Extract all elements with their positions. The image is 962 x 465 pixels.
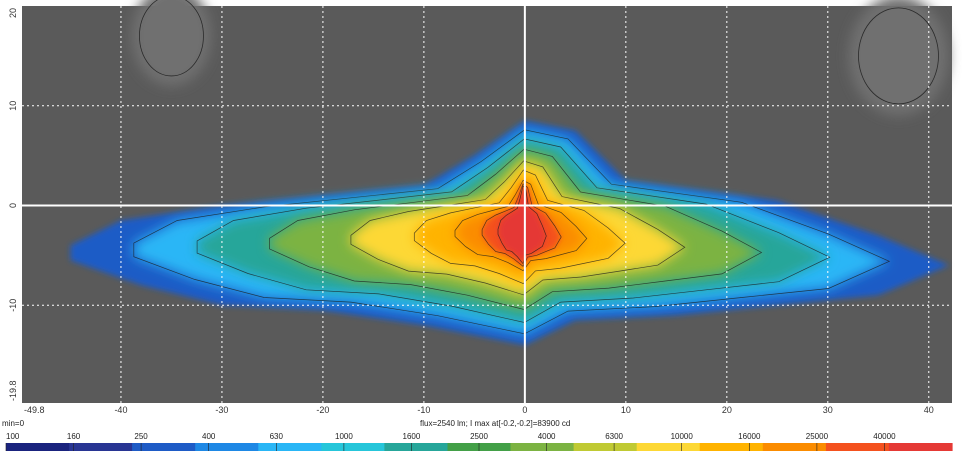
y-tick-label: -19.8 (8, 380, 18, 401)
x-tick-label: 30 (823, 405, 833, 415)
x-tick-label: 0 (522, 405, 527, 415)
color-scale: 100 160 250 400 630 1000 1600 2500 4000 6300 10000… (5, 432, 953, 451)
contour-line-7 (481, 183, 562, 267)
y-tick-label: 0 (8, 203, 18, 208)
color-scale-segment (321, 443, 385, 451)
y-tick-label: 10 (8, 101, 18, 111)
contour-line-2 (196, 138, 831, 323)
x-tick-label: -10 (417, 405, 430, 415)
color-scale-segment (888, 443, 953, 451)
contour-line-5 (413, 169, 626, 285)
corner-contour-1 (858, 7, 939, 105)
x-tick-label: -40 (114, 405, 127, 415)
contour-line-3 (269, 148, 763, 310)
x-tick-label: -30 (215, 405, 228, 415)
color-scale-label: 250 (134, 432, 148, 441)
color-scale-label: 160 (67, 432, 81, 441)
color-scale-segment (384, 443, 449, 451)
x-tick-label: 20 (722, 405, 732, 415)
x-tick-labels: -49.8 -40 -30 -20 -10 0 10 20 30 40 (24, 405, 934, 415)
corner-lobe-0 (131, 0, 212, 86)
y-tick-labels: 20 10 0 -10 -19.8 (8, 8, 18, 401)
x-tick-label: -20 (316, 405, 329, 415)
color-scale-segment (825, 443, 890, 451)
color-scale-label: 630 (270, 432, 284, 441)
color-scale-segment (510, 443, 575, 451)
color-scale-label: 1600 (403, 432, 421, 441)
x-tick-label: 10 (621, 405, 631, 415)
flux-label: flux=2540 lm; I max at[-0.2,-0.2]=83900 … (420, 419, 570, 428)
contour-line-4 (350, 160, 686, 296)
color-scale-label: 4000 (538, 432, 556, 441)
corner-contour-0 (139, 0, 204, 77)
color-scale-label: 100 (6, 432, 20, 441)
min-label: min=0 (2, 419, 25, 428)
color-scale-segment (195, 443, 259, 451)
color-scale-segment (6, 443, 70, 451)
y-tick-label: 20 (8, 8, 18, 18)
contour-line-6 (454, 179, 588, 272)
color-scale-label: 2500 (470, 432, 488, 441)
color-scale-segment (699, 443, 764, 451)
x-tick-label: 40 (924, 405, 934, 415)
y-tick-label: -10 (8, 299, 18, 312)
grid-lines (22, 6, 952, 403)
x-tick-label: -49.8 (24, 405, 45, 415)
contour-line-1 (133, 129, 891, 335)
color-scale-label: 6300 (605, 432, 623, 441)
color-scale-segment (258, 443, 322, 451)
color-scale-label: 40000 (873, 432, 896, 441)
color-scale-segment (636, 443, 701, 451)
color-scale-segment (573, 443, 638, 451)
color-scale-label: 400 (202, 432, 216, 441)
color-scale-segment (447, 443, 512, 451)
color-scale-segment (132, 443, 196, 451)
intensity-level-8 (498, 185, 547, 264)
contour-line-8 (497, 184, 547, 265)
corner-lobe-1 (848, 0, 949, 116)
color-scale-label: 16000 (738, 432, 761, 441)
color-scale-label: 25000 (806, 432, 829, 441)
color-scale-label: 1000 (335, 432, 353, 441)
color-scale-segment (762, 443, 827, 451)
color-scale-segment (69, 443, 133, 451)
color-scale-label: 10000 (671, 432, 694, 441)
